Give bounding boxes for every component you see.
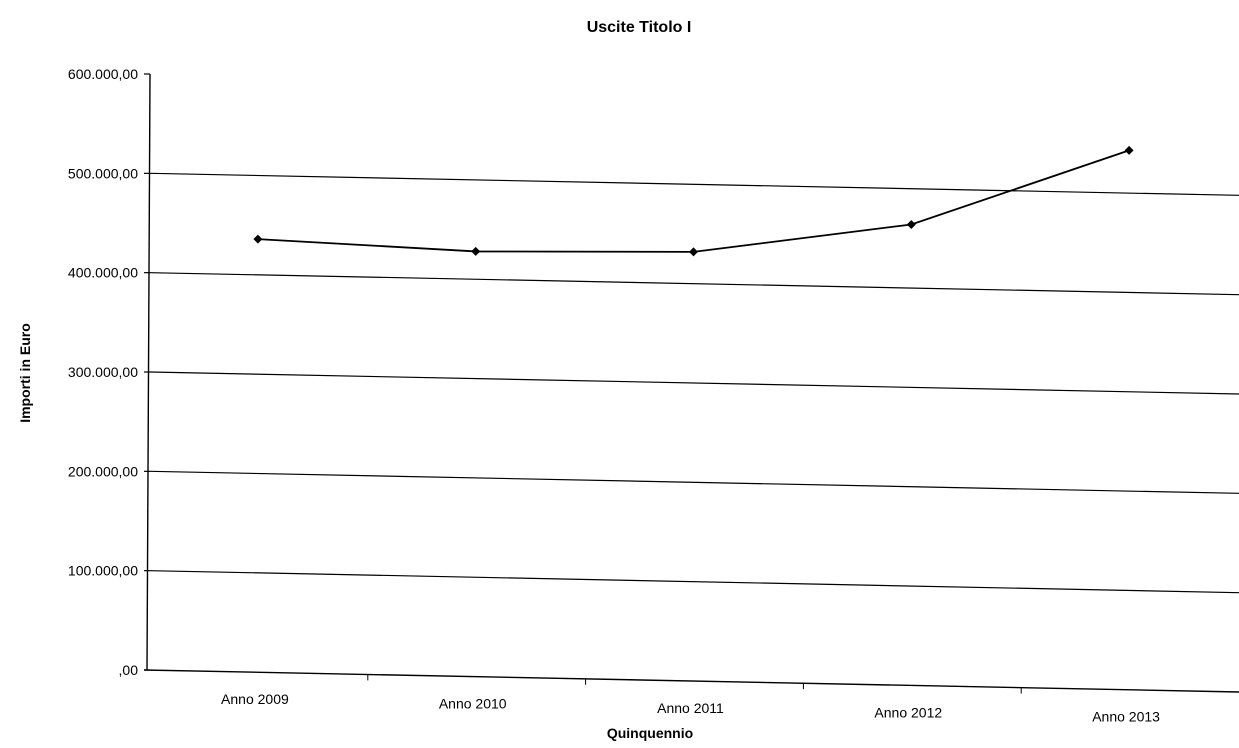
chart-title: Uscite Titolo I: [587, 19, 692, 36]
data-point: [253, 234, 263, 244]
y-tick-label: 100.000,00: [68, 563, 138, 579]
x-tick-label: Anno 2012: [874, 704, 942, 720]
gridline: [149, 371, 1239, 395]
y-tick-label: 500.000,00: [68, 165, 138, 181]
y-axis-line: [146, 73, 151, 671]
gridline: [149, 470, 1239, 494]
gridline: [149, 570, 1239, 594]
axes: [143, 73, 1239, 694]
x-tick-label: Anno 2009: [221, 691, 289, 707]
y-tick-label: ,00: [119, 662, 139, 678]
data-point: [471, 246, 481, 256]
y-axis-title: Importi in Euro: [17, 323, 33, 423]
y-tick-label: 400.000,00: [68, 265, 138, 281]
x-tick-labels: Anno 2009 Anno 2010 Anno 2011 Anno 2012 Anno…: [221, 691, 1160, 725]
data-point: [906, 219, 916, 229]
y-tick-label: 600.000,00: [68, 66, 138, 82]
y-tick-labels: ,00 100.000,00 200.000,00 300.000,00 400.000…: [68, 66, 138, 678]
y-tick-label: 200.000,00: [68, 463, 138, 479]
x-tick-label: Anno 2010: [439, 696, 507, 712]
data-point: [689, 247, 698, 257]
gridline: [149, 172, 1239, 196]
x-tick-label: Anno 2013: [1092, 709, 1160, 725]
x-axis-line: [143, 669, 1239, 693]
x-tick-label: Anno 2011: [657, 700, 724, 716]
y-tick-label: 300.000,00: [68, 364, 138, 380]
series-group: [253, 145, 1134, 257]
gridline: [149, 272, 1239, 296]
x-axis-title: Quinquennio: [607, 725, 693, 741]
data-point: [1124, 145, 1134, 155]
gridlines: [149, 172, 1239, 594]
